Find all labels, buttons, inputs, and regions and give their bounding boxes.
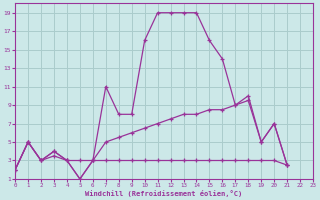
X-axis label: Windchill (Refroidissement éolien,°C): Windchill (Refroidissement éolien,°C) bbox=[85, 190, 243, 197]
